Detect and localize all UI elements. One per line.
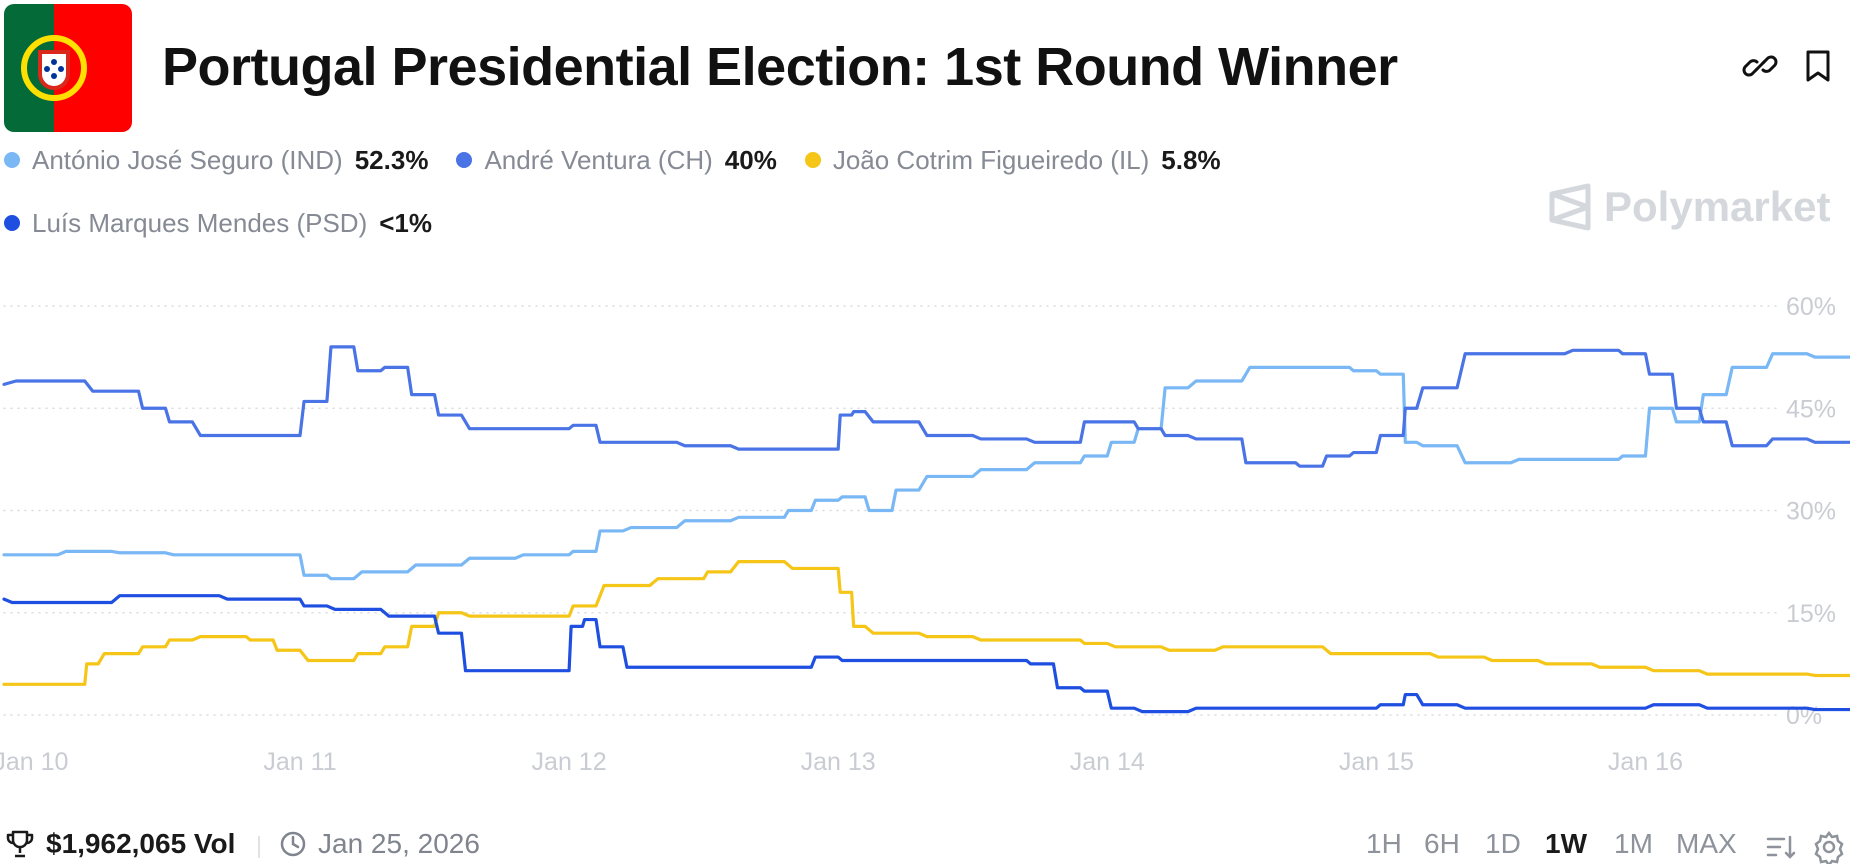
x-tick-label: Jan 16: [1608, 748, 1683, 776]
sort-icon[interactable]: [1764, 830, 1798, 864]
legend-value: 52.3%: [354, 144, 429, 175]
series-line[interactable]: [2, 560, 1850, 686]
polymarket-watermark: Polymarket: [1548, 182, 1830, 232]
range-6h-button[interactable]: 6H: [1424, 828, 1460, 859]
legend-label: Luís Marques Mendes (PSD): [32, 207, 368, 238]
link-icon[interactable]: [1740, 46, 1780, 86]
range-1w-button[interactable]: 1W: [1545, 828, 1587, 859]
range-max-button[interactable]: MAX: [1676, 828, 1737, 859]
range-1d-button[interactable]: 1D: [1485, 828, 1521, 859]
x-tick-label: Jan 13: [801, 748, 876, 776]
series-line[interactable]: [2, 345, 1850, 468]
series-line[interactable]: [2, 352, 1850, 581]
end-date: Jan 25, 2026: [278, 828, 480, 860]
legend-dot: [456, 152, 473, 168]
page-title: Portugal Presidential Election: 1st Roun…: [162, 37, 1398, 97]
legend-label: João Cotrim Figueiredo (IL): [832, 144, 1150, 175]
series-line[interactable]: [2, 594, 1850, 714]
legend-value: <1%: [379, 207, 433, 238]
y-tick-label: 0%: [1786, 702, 1822, 730]
footer: $1,962,065 Vol Jan 25, 2026 1H 6H 1D 1W …: [0, 826, 1850, 868]
portugal-flag-icon: [4, 4, 132, 132]
footer-divider: [258, 836, 260, 858]
legend-item-ventura[interactable]: André Ventura (CH) 40%: [456, 144, 777, 176]
bookmark-icon[interactable]: [1798, 46, 1838, 86]
x-tick-label: Jan 12: [532, 748, 607, 776]
x-tick-label: Jan 14: [1070, 748, 1145, 776]
gear-icon[interactable]: [1812, 830, 1846, 868]
legend-row-2: Luís Marques Mendes (PSD) <1%: [4, 203, 460, 243]
x-tick-label: Jan 11: [263, 748, 336, 776]
legend-dot: [804, 152, 821, 168]
y-tick-label: 30%: [1786, 498, 1836, 526]
header: Portugal Presidential Election: 1st Roun…: [0, 0, 1850, 132]
volume-stat: $1,962,065 Vol: [4, 828, 235, 860]
legend-item-figueiredo[interactable]: João Cotrim Figueiredo (IL) 5.8%: [804, 144, 1221, 176]
volume-value: $1,962,065 Vol: [46, 828, 236, 859]
x-tick-label: Jan 15: [1339, 748, 1414, 776]
clock-icon: [280, 831, 306, 857]
legend-value: 5.8%: [1161, 144, 1221, 175]
legend-value: 40%: [724, 144, 777, 175]
date-value: Jan 25, 2026: [318, 828, 480, 859]
trophy-icon: [6, 830, 34, 858]
legend-item-seguro[interactable]: António José Seguro (IND) 52.3%: [4, 145, 428, 176]
polymarket-logo-icon: [1549, 183, 1591, 231]
price-chart[interactable]: 0% 15% 30% 45% 60% Jan 10 Jan 11 Jan 12 Jan 13 Ja…: [0, 270, 1850, 790]
legend-label: António José Seguro (IND): [32, 144, 343, 175]
legend-dot: [4, 215, 20, 231]
legend-dot: [4, 152, 20, 168]
legend-item-mendes[interactable]: Luís Marques Mendes (PSD) <1%: [4, 208, 432, 239]
y-tick-label: 45%: [1786, 395, 1836, 423]
legend-row-1: António José Seguro (IND) 52.3% André Ve…: [4, 140, 1249, 180]
legend-label: André Ventura (CH): [484, 144, 713, 175]
range-1m-button[interactable]: 1M: [1614, 828, 1653, 859]
range-1h-button[interactable]: 1H: [1366, 828, 1402, 859]
y-tick-label: 15%: [1786, 600, 1836, 628]
watermark-text: Polymarket: [1604, 183, 1831, 230]
y-tick-label: 60%: [1786, 293, 1836, 321]
x-tick-label: Jan 10: [0, 748, 68, 776]
